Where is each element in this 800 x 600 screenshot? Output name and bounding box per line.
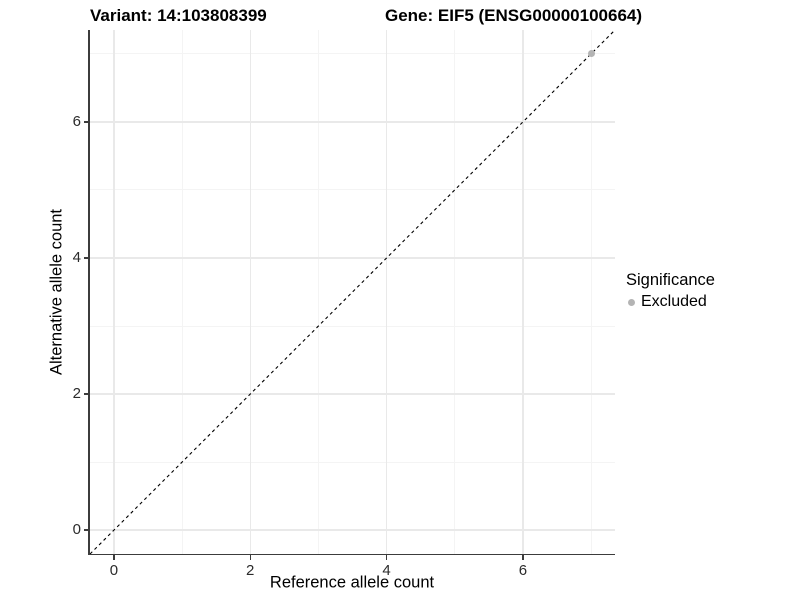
gridline-x-minor	[317, 30, 319, 554]
y-axis-title: Alternative allele count	[47, 208, 66, 376]
x-tick-mark	[522, 555, 524, 561]
y-tick-mark	[83, 121, 89, 123]
plot-title-gene: Gene: EIF5 (ENSG00000100664)	[385, 6, 643, 25]
gridline-x-minor	[181, 30, 183, 554]
gridline-y-minor	[90, 461, 615, 463]
gridline-x-major	[249, 30, 251, 554]
gridline-y-minor	[90, 325, 615, 327]
x-tick-mark	[385, 555, 388, 561]
y-tick-label: 6	[72, 112, 81, 130]
y-tick-label: 4	[72, 248, 81, 266]
gridline-x-major	[113, 30, 115, 554]
x-tick-label: 0	[109, 562, 119, 579]
gridline-y-minor	[90, 53, 615, 55]
x-tick-mark	[249, 555, 251, 561]
plot-panel	[90, 30, 615, 554]
gridline-y-major	[90, 121, 615, 123]
gridline-y-minor	[90, 189, 615, 191]
y-axis-line	[88, 30, 90, 556]
plot-title-variant: Variant: 14:103808399	[90, 6, 267, 25]
legend-item-excluded: Excluded	[626, 293, 715, 311]
gridline-x-major	[522, 30, 524, 554]
y-tick-mark	[83, 393, 89, 395]
x-tick-label: 2	[246, 562, 255, 579]
legend-title: Significance	[626, 271, 715, 289]
gridline-y-major	[90, 393, 615, 395]
gridline-y-major	[90, 529, 615, 531]
x-axis-title: Reference allele count	[269, 573, 435, 592]
data-point	[587, 50, 595, 58]
legend: Significance Excluded	[626, 271, 715, 311]
x-axis-line	[88, 553, 615, 556]
gridline-y-major	[90, 257, 615, 259]
gridline-x-minor	[590, 30, 592, 554]
gridline-x-minor	[454, 30, 456, 554]
y-tick-mark	[83, 257, 89, 259]
y-tick-mark	[83, 529, 89, 531]
x-tick-label: 6	[518, 562, 528, 579]
y-tick-label: 2	[72, 385, 81, 403]
legend-point-swatch-icon	[628, 298, 635, 306]
y-tick-label: 0	[72, 521, 81, 539]
x-tick-mark	[113, 555, 115, 561]
legend-item-label: Excluded	[641, 293, 707, 310]
identity-reference-line	[90, 30, 615, 554]
gridline-x-major	[385, 30, 388, 554]
x-tick-label: 4	[382, 562, 391, 579]
